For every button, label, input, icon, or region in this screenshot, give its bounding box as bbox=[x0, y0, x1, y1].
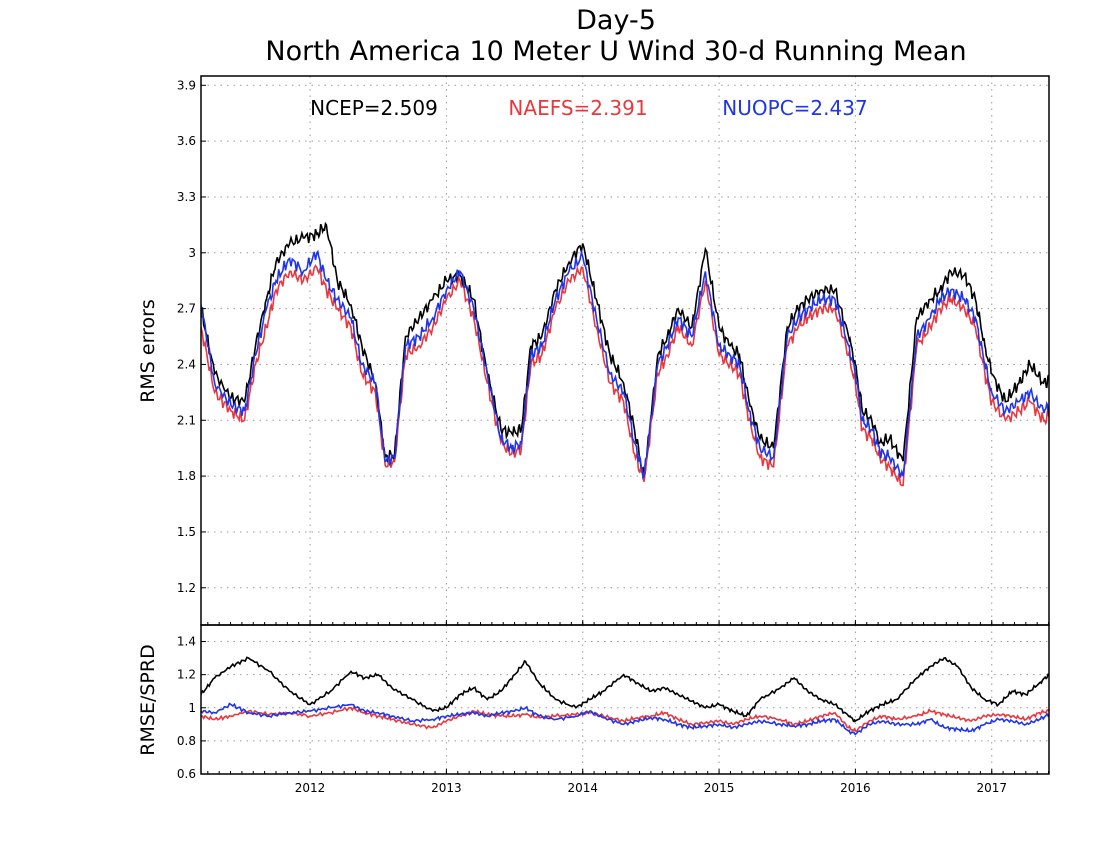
upper-panel: 1.2 1.5 1.8 2.1 2.4 2.7 3 3.3 3.6 3.9 bbox=[177, 75, 1050, 626]
upper-y-tick-label: 2.7 bbox=[177, 302, 196, 316]
naefs-stat-label: NAEFS=2.391 bbox=[508, 96, 647, 120]
upper-y-tick-label: 1.8 bbox=[177, 469, 196, 483]
ncep-stat-label: NCEP=2.509 bbox=[310, 96, 438, 120]
lower-y-axis-label: RMSE/SPRD bbox=[137, 644, 159, 755]
chart-title-line1: Day-5 bbox=[576, 5, 656, 36]
lower-series-nuopc bbox=[201, 702, 1049, 736]
lower-panel: 0.6 0.8 1 1.2 1.4 2012 2013 2014 2015 2016 2017 bbox=[177, 624, 1050, 795]
lower-x-tick-label: 2016 bbox=[840, 781, 871, 795]
nuopc-stat-label: NUOPC=2.437 bbox=[722, 96, 867, 120]
lower-y-tick-label: 0.6 bbox=[177, 767, 196, 781]
upper-series-nuopc bbox=[201, 249, 1049, 480]
lower-x-tick-label: 2014 bbox=[567, 781, 598, 795]
upper-y-axis-label: RMS errors bbox=[137, 299, 159, 403]
lower-y-tick-label: 1.2 bbox=[177, 668, 196, 682]
lower-y-tick-label: 1 bbox=[188, 701, 196, 715]
upper-y-tick-label: 3.6 bbox=[177, 134, 196, 148]
upper-y-tick-label: 2.1 bbox=[177, 413, 196, 427]
upper-series-ncep bbox=[201, 221, 1049, 480]
lower-x-tick-label: 2013 bbox=[431, 781, 462, 795]
lower-x-tick-label: 2012 bbox=[295, 781, 326, 795]
lower-y-tick-label: 1.4 bbox=[177, 635, 196, 649]
upper-y-tick-label: 2.4 bbox=[177, 357, 196, 371]
lower-x-tick-label: 2015 bbox=[704, 781, 735, 795]
upper-y-tick-label: 1.5 bbox=[177, 525, 196, 539]
chart-title-line2: North America 10 Meter U Wind 30-d Runni… bbox=[265, 36, 966, 67]
upper-series-naefs bbox=[201, 264, 1049, 487]
upper-frame bbox=[200, 75, 1050, 626]
lower-series-ncep bbox=[201, 656, 1049, 723]
lower-x-tick-label: 2017 bbox=[976, 781, 1007, 795]
upper-y-tick-label: 3.9 bbox=[177, 78, 196, 92]
lower-series-naefs bbox=[201, 705, 1049, 733]
upper-y-tick-label: 3 bbox=[188, 246, 196, 260]
upper-y-tick-label: 1.2 bbox=[177, 581, 196, 595]
lower-frame bbox=[200, 624, 1050, 775]
upper-y-tick-label: 3.3 bbox=[177, 190, 196, 204]
lower-y-tick-label: 0.8 bbox=[177, 734, 196, 748]
